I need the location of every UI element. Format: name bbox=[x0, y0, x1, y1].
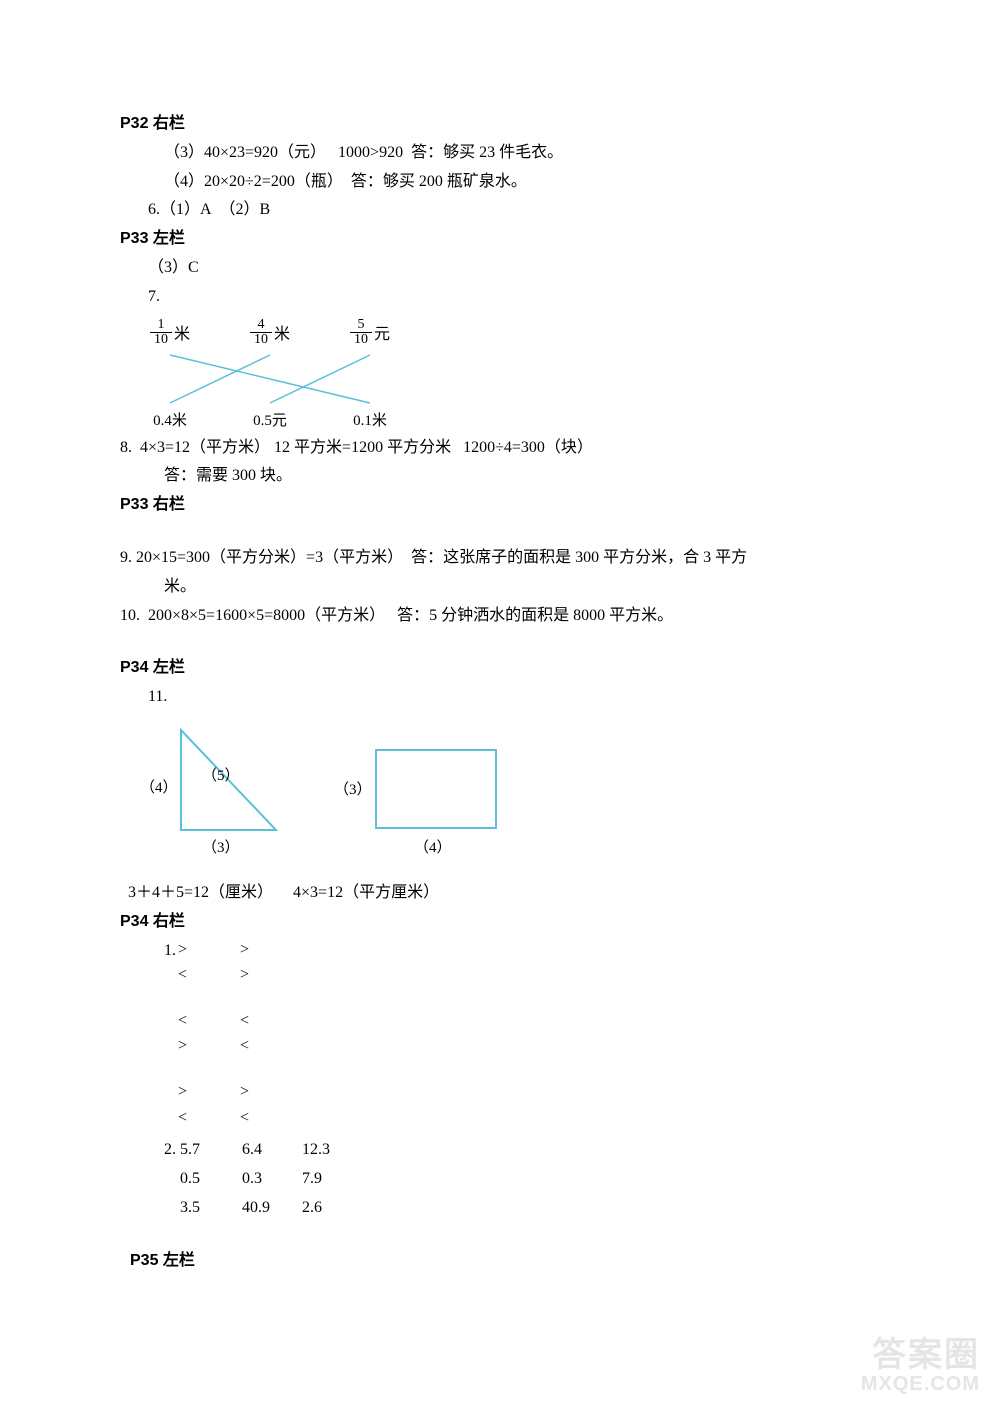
frac-den: 10 bbox=[150, 333, 172, 347]
p32r-header: P32 右栏 bbox=[120, 110, 880, 139]
data-row: 2. 3.540.92.6 bbox=[164, 1194, 880, 1223]
matching-lines bbox=[120, 351, 420, 407]
frac-num: 4 bbox=[250, 318, 272, 333]
data-cell: 40.9 bbox=[242, 1194, 302, 1223]
symbol-row: <> bbox=[178, 962, 302, 988]
triangle-label-bottom: （3） bbox=[202, 836, 240, 857]
data-cell: 2.6 bbox=[302, 1194, 362, 1223]
frac-num: 5 bbox=[350, 318, 372, 333]
p34l-line11: 11. bbox=[120, 683, 880, 712]
symbol-row: << bbox=[178, 1008, 302, 1034]
watermark: 答案圈 MXQE.COM bbox=[861, 1338, 980, 1394]
symbol-row: >< bbox=[178, 1033, 302, 1059]
triangle-block: （4） （5） （3） bbox=[126, 720, 296, 855]
symbol-row: >> bbox=[178, 1079, 302, 1105]
symbol-cell: < bbox=[178, 962, 240, 988]
symbol-grid-container: >><><<><>><< bbox=[178, 937, 302, 1131]
p32r-line2: （4）20×20÷2=200（瓶） 答：够买 200 瓶矿泉水。 bbox=[120, 168, 880, 197]
p33l-line8b: 答：需要 300 块。 bbox=[120, 462, 880, 491]
symbol-cell: < bbox=[240, 1033, 302, 1059]
data-label-cell: 2. 0.5 bbox=[164, 1165, 242, 1194]
rect-label-bottom: （4） bbox=[414, 836, 452, 857]
p32r-line3: 6.（1）A （2）B bbox=[120, 196, 880, 225]
symbol-cell: < bbox=[240, 1008, 302, 1034]
p33l-line2: 7. bbox=[120, 283, 880, 312]
p34l-header: P34 左栏 bbox=[120, 654, 880, 683]
p33r-line9b: 米。 bbox=[120, 573, 880, 602]
p34r-q1-block: 1. >><><<><>><< bbox=[120, 937, 880, 1131]
data-label-cell: 2. 5.7 bbox=[164, 1136, 242, 1165]
triangle-label-hyp: （5） bbox=[202, 764, 240, 785]
symbol-cell: > bbox=[178, 1079, 240, 1105]
triangle-label-left: （4） bbox=[140, 776, 178, 797]
symbol-cell: > bbox=[240, 937, 302, 963]
frac-num: 1 bbox=[150, 318, 172, 333]
data-cell: 7.9 bbox=[302, 1165, 362, 1194]
data-label-cell: 2. 3.5 bbox=[164, 1194, 242, 1223]
symbol-gap bbox=[178, 988, 302, 1008]
p34r-q2-block: 2. 5.76.412.32. 0.50.37.92. 3.540.92.6 bbox=[120, 1136, 880, 1222]
bottom-labels: 0.4米 0.5元 0.1米 bbox=[120, 409, 880, 430]
bottom-label-1: 0.4米 bbox=[120, 409, 220, 430]
symbol-cell: < bbox=[178, 1105, 240, 1131]
symbol-cell: > bbox=[178, 1033, 240, 1059]
symbol-cell: < bbox=[240, 1105, 302, 1131]
data-row: 2. 0.50.37.9 bbox=[164, 1165, 880, 1194]
p35l-header: P35 左栏 bbox=[120, 1247, 880, 1276]
p32r-line1: （3）40×23=920（元） 1000>920 答：够买 23 件毛衣。 bbox=[120, 139, 880, 168]
p34l-calc: 3＋4＋5=12（厘米） 4×3=12（平方厘米） bbox=[120, 879, 880, 908]
frac-unit: 米 bbox=[274, 326, 290, 343]
frac-unit: 元 bbox=[374, 326, 390, 343]
frac-den: 10 bbox=[350, 333, 372, 347]
p34r-header: P34 右栏 bbox=[120, 908, 880, 937]
watermark-line1: 答案圈 bbox=[861, 1338, 980, 1372]
symbol-cell: > bbox=[240, 962, 302, 988]
fraction-item-1: 110米 bbox=[120, 318, 220, 347]
symbol-row: << bbox=[178, 1105, 302, 1131]
p33l-header: P33 左栏 bbox=[120, 225, 880, 254]
q11-diagram-row: （4） （5） （3） （3） （4） bbox=[120, 720, 880, 855]
frac-den: 10 bbox=[250, 333, 272, 347]
fraction-item-3: 510元 bbox=[320, 318, 420, 347]
p34r-q1-label: 1. bbox=[120, 937, 178, 1131]
watermark-line2: MXQE.COM bbox=[861, 1374, 980, 1394]
symbol-row: >> bbox=[178, 937, 302, 963]
data-cell: 0.3 bbox=[242, 1165, 302, 1194]
p33l-line1: （3）C bbox=[120, 254, 880, 283]
symbol-cell: > bbox=[178, 937, 240, 963]
symbol-cell: < bbox=[178, 1008, 240, 1034]
p33l-line8a: 8. 4×3=12（平方米） 12 平方米=1200 平方分米 1200÷4=3… bbox=[120, 434, 880, 463]
fraction-row: 110米 410米 510元 bbox=[120, 318, 880, 347]
bottom-label-3: 0.1米 bbox=[320, 409, 420, 430]
data-row: 2. 5.76.412.3 bbox=[164, 1136, 880, 1165]
frac-unit: 米 bbox=[174, 326, 190, 343]
data-cell: 12.3 bbox=[302, 1136, 362, 1165]
data-cell: 6.4 bbox=[242, 1136, 302, 1165]
rect-block: （3） （4） bbox=[316, 720, 516, 855]
p33r-line9a: 9. 20×15=300（平方分米）=3（平方米） 答：这张席子的面积是 300… bbox=[120, 544, 880, 573]
bottom-label-2: 0.5元 bbox=[220, 409, 320, 430]
p33r-line10: 10. 200×8×5=1600×5=8000（平方米） 答：5 分钟洒水的面积… bbox=[120, 602, 880, 631]
rect-label-left: （3） bbox=[334, 778, 372, 799]
symbol-cell: > bbox=[240, 1079, 302, 1105]
symbol-gap bbox=[178, 1059, 302, 1079]
p33r-header: P33 右栏 bbox=[120, 491, 880, 520]
fraction-item-2: 410米 bbox=[220, 318, 320, 347]
